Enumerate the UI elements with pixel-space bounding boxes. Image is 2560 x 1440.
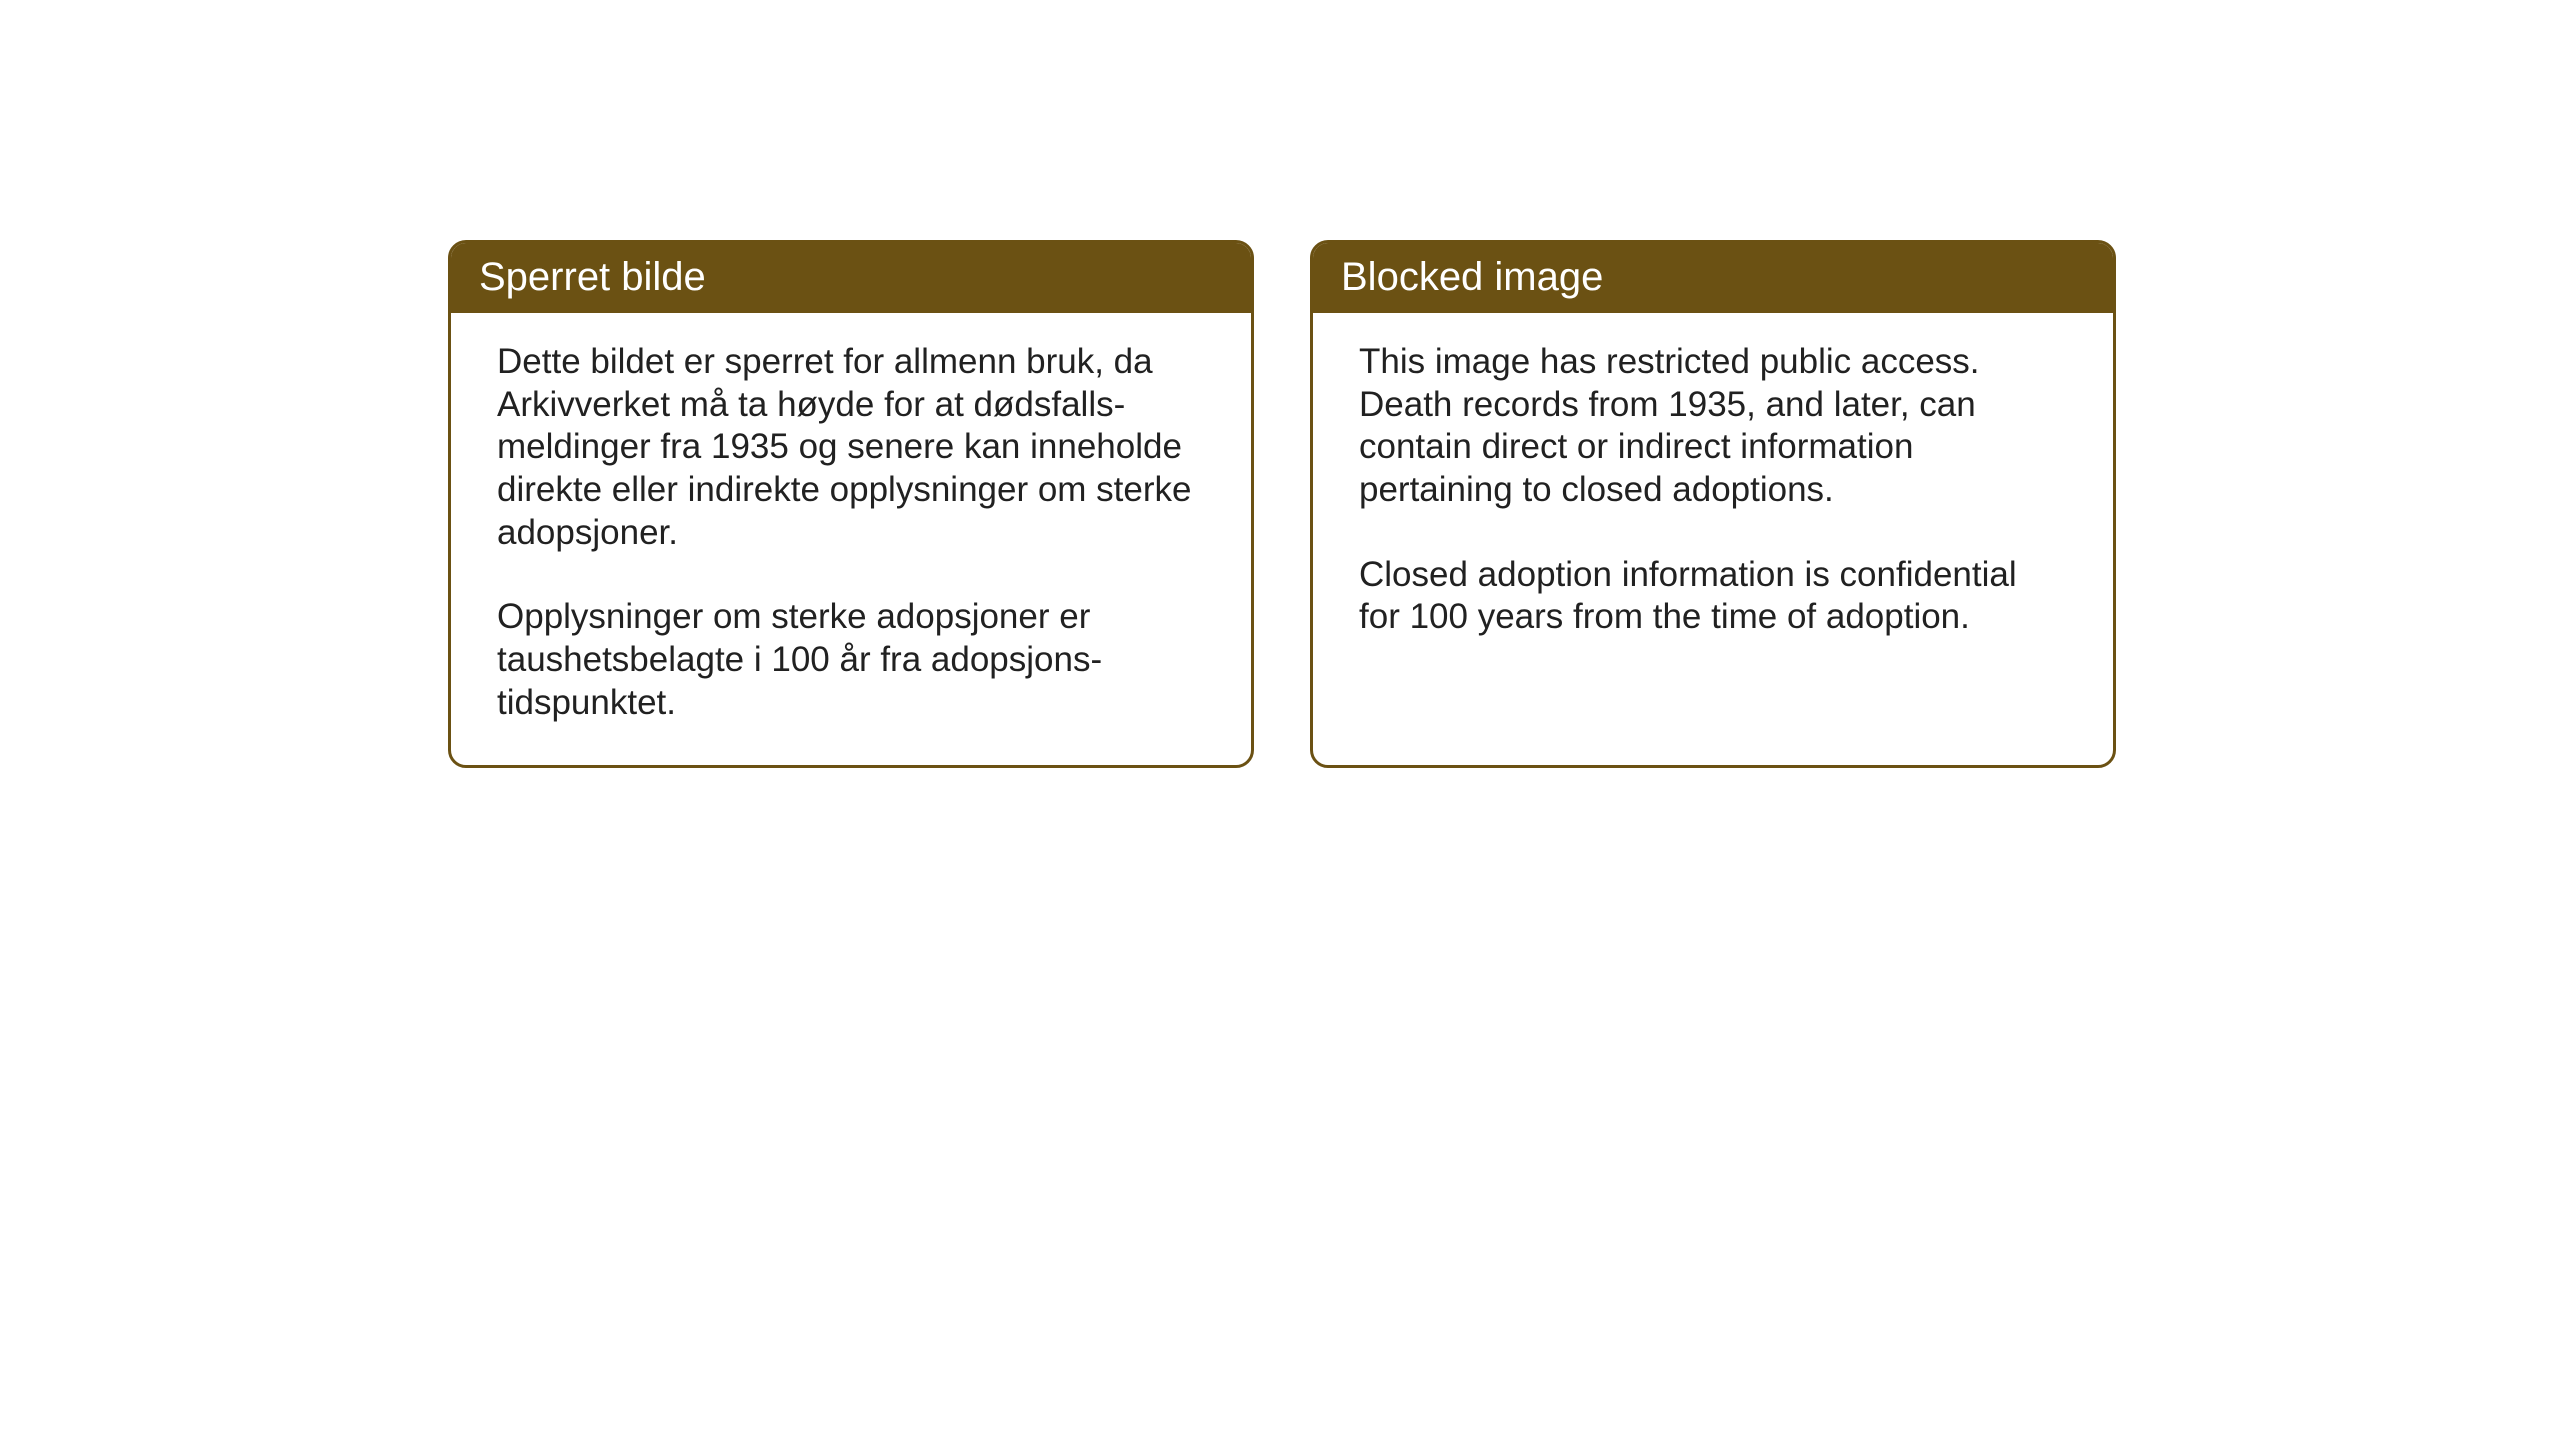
notice-card-norwegian: Sperret bilde Dette bildet er sperret fo… [448,240,1254,768]
card-header-norwegian: Sperret bilde [451,243,1251,313]
card-body-norwegian: Dette bildet er sperret for allmenn bruk… [451,313,1251,765]
card-paragraph: Opplysninger om sterke adopsjoner er tau… [497,596,1205,724]
notice-card-english: Blocked image This image has restricted … [1310,240,2116,768]
card-title: Blocked image [1341,255,1603,299]
card-paragraph: Closed adoption information is confident… [1359,554,2067,639]
card-title: Sperret bilde [479,255,706,299]
card-header-english: Blocked image [1313,243,2113,313]
card-paragraph: This image has restricted public access.… [1359,341,2067,512]
card-paragraph: Dette bildet er sperret for allmenn bruk… [497,341,1205,554]
card-body-english: This image has restricted public access.… [1313,313,2113,733]
notice-cards-container: Sperret bilde Dette bildet er sperret fo… [448,240,2116,768]
